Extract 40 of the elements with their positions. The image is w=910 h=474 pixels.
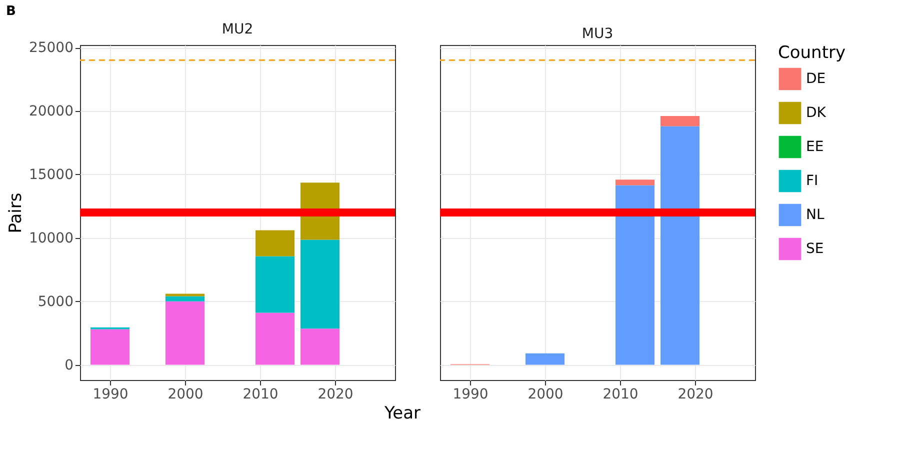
y-tick-label: 25000 (28, 40, 74, 56)
x-tick-label: 2020 (678, 386, 714, 402)
y-tick-label: 20000 (28, 103, 74, 120)
bar (300, 328, 340, 365)
legend-label: EE (806, 139, 824, 155)
bar (526, 353, 564, 365)
y-tick-label: 5000 (38, 294, 74, 310)
bar (166, 301, 204, 365)
x-tick-label: 2000 (528, 386, 564, 402)
x-tick-label: 2010 (602, 386, 638, 402)
legend-label: DK (806, 105, 827, 121)
bar (256, 256, 294, 313)
x-tick-label: 1990 (92, 386, 128, 402)
text: B (6, 4, 16, 20)
bar (166, 294, 204, 296)
chart-title: MU3 (582, 26, 614, 42)
bar (616, 185, 654, 365)
legend-label: FI (806, 173, 818, 189)
x-tick-label: 1990 (452, 386, 488, 402)
x-tick-label: 2010 (242, 386, 278, 402)
legend-title: Country (778, 43, 846, 63)
y-tick-label: 0 (64, 357, 74, 374)
bar (616, 180, 654, 186)
x-tick-label: 2000 (168, 386, 204, 402)
bar (660, 116, 700, 126)
bar (660, 126, 700, 365)
bar (166, 296, 204, 302)
bar (256, 230, 294, 256)
legend-label: SE (806, 241, 824, 257)
y-tick-label: 15000 (28, 166, 74, 183)
bar (256, 312, 294, 365)
y-axis-title: Pairs (6, 192, 26, 234)
chart-title: MU2 (222, 22, 254, 38)
x-tick-label: 2020 (318, 386, 354, 402)
x-axis-title: Year (384, 404, 421, 424)
bar (300, 240, 340, 329)
legend-label: NL (806, 207, 824, 223)
bar (90, 329, 130, 365)
legend-label: DE (806, 71, 826, 87)
y-tick-label: 10000 (28, 230, 74, 246)
